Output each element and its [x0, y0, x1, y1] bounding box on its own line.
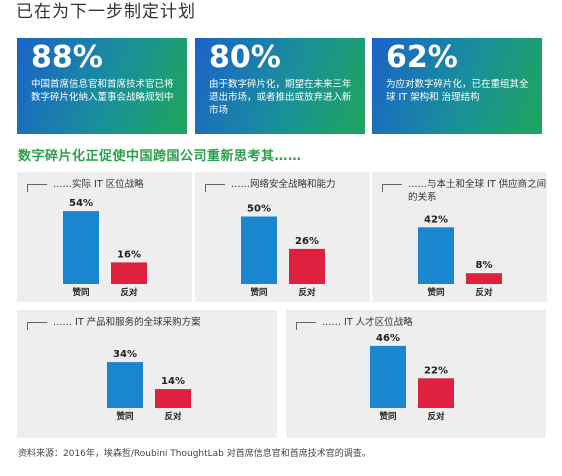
chart-title: ……实际 IT 区位战略: [53, 179, 144, 190]
panel-title-hook: [296, 322, 297, 330]
chart-title: ……网络安全战略和能力: [231, 179, 336, 190]
page-title: 已在为下一步制定计划: [16, 2, 196, 22]
chart-title: …… IT 产品和服务的全球采购方案: [53, 317, 201, 328]
bar-agree: [418, 227, 454, 284]
bar-agree: [107, 362, 143, 408]
chart-panel-vendor-relations: ……与本土和全球 IT 供应商之间的关系 42% 赞同 8% 反对: [372, 172, 547, 302]
bar-oppose: [466, 273, 502, 284]
panel-title-rule: [27, 184, 47, 185]
data-label: 8%: [476, 260, 493, 271]
stat-description: 由于数字碎片化，期望在未来三年退出市场，或者推出或放弃进入新市场: [209, 79, 352, 116]
stat-description: 为应对数字碎片化，已在重组其全球 IT 架构和 治理结构: [386, 79, 529, 103]
panel-title-rule: [382, 184, 402, 185]
stat-value: 88%: [31, 40, 103, 75]
chart-title: ……与本土和全球 IT 供应商之间的关系: [408, 179, 547, 203]
stat-card-3: 62% 为应对数字碎片化，已在重组其全球 IT 架构和 治理结构: [372, 38, 542, 134]
bar-chart: 46% 赞同 22% 反对: [370, 333, 454, 422]
stat-description: 中国首席信息官和首席技术官已将数字碎片化纳入董事会战略规划中: [31, 79, 174, 103]
panel-title-hook: [205, 184, 206, 192]
panel-title-rule: [205, 184, 225, 185]
bar-chart: 42% 赞同 8% 反对: [418, 214, 502, 298]
category-label: 反对: [120, 287, 138, 298]
category-label: 赞同: [378, 411, 396, 422]
category-label: 反对: [427, 411, 445, 422]
chart-panel-cybersecurity: ……网络安全战略和能力 50% 赞同 26% 反对: [195, 172, 370, 302]
bar-oppose: [289, 248, 325, 284]
data-label: 16%: [117, 249, 141, 260]
category-label: 赞同: [426, 287, 444, 298]
data-label: 54%: [69, 198, 93, 209]
bar-agree: [63, 211, 99, 284]
bar-oppose: [155, 389, 191, 408]
bar-agree: [241, 216, 277, 284]
chart-panel-talent-location: …… IT 人才区位战略 46% 赞同 22% 反对: [286, 310, 546, 438]
chart-title: …… IT 人才区位战略: [322, 317, 413, 328]
data-label: 46%: [376, 333, 400, 344]
bar-chart: 54% 赞同 16% 反对: [63, 198, 147, 298]
stat-card-1: 88% 中国首席信息官和首席技术官已将数字碎片化纳入董事会战略规划中: [17, 38, 187, 134]
panel-title-hook: [382, 184, 383, 192]
bar-oppose: [111, 262, 147, 284]
panel-title-rule: [296, 322, 316, 323]
bar-chart: 34% 赞同 14% 反对: [107, 349, 191, 422]
stat-card-2: 80% 由于数字碎片化，期望在未来三年退出市场，或者推出或放弃进入新市场: [195, 38, 365, 134]
category-label: 反对: [164, 411, 182, 422]
data-label: 42%: [424, 214, 448, 225]
data-label: 50%: [247, 204, 271, 215]
panel-title-hook: [27, 322, 28, 330]
panel-title-hook: [27, 184, 28, 192]
chart-panel-global-sourcing: …… IT 产品和服务的全球采购方案 34% 赞同 14% 反对: [17, 310, 277, 438]
category-label: 反对: [475, 287, 493, 298]
category-label: 赞同: [71, 287, 89, 298]
stat-value: 62%: [386, 40, 458, 75]
section-subtitle: 数字碎片化正促使中国跨国公司重新思考其……: [18, 149, 302, 164]
bar-oppose: [418, 378, 454, 408]
data-label: 34%: [113, 349, 137, 360]
chart-panel-it-location: ……实际 IT 区位战略 54% 赞同 16% 反对: [17, 172, 192, 302]
category-label: 赞同: [115, 411, 133, 422]
category-label: 赞同: [249, 287, 267, 298]
category-label: 反对: [298, 287, 316, 298]
data-label: 14%: [161, 376, 185, 387]
data-label: 26%: [295, 236, 319, 247]
source-footnote: 资料来源：2016年，埃森哲/Roubini ThoughtLab 对首席信息官…: [18, 449, 371, 459]
data-label: 22%: [424, 365, 448, 376]
bar-chart: 50% 赞同 26% 反对: [241, 204, 325, 298]
stat-value: 80%: [209, 40, 281, 75]
bar-agree: [370, 345, 406, 408]
panel-title-rule: [27, 322, 47, 323]
